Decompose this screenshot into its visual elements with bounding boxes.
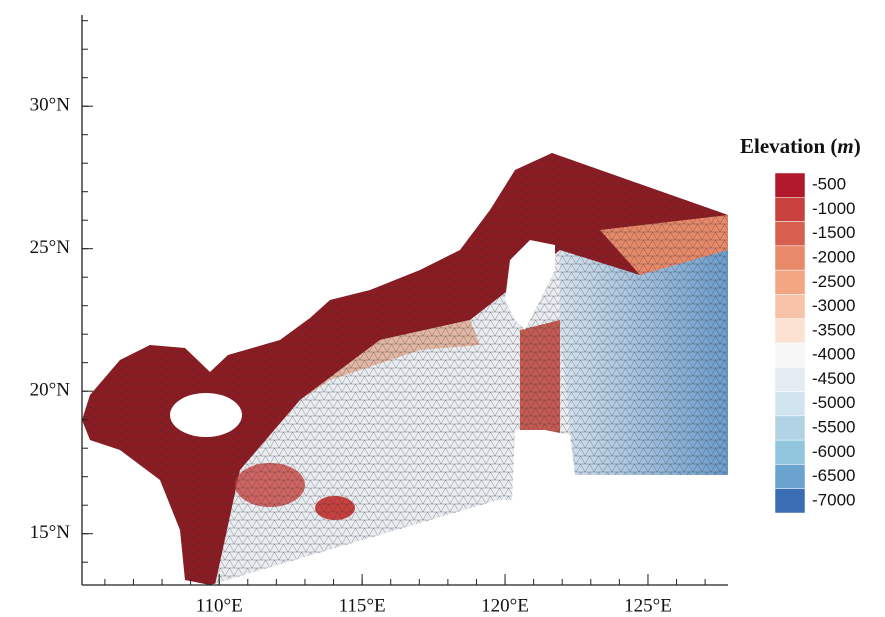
legend-label: -3500 <box>812 320 855 339</box>
legend-label: -1500 <box>812 223 855 242</box>
x-tick-label: 110°E <box>196 595 243 616</box>
legend-label: -2000 <box>812 247 855 266</box>
legend-swatch <box>775 173 805 197</box>
legend-swatch <box>775 197 805 221</box>
x-tick-label: 120°E <box>481 595 529 616</box>
legend-swatch <box>775 392 805 416</box>
legend-label: -4500 <box>812 369 855 388</box>
legend-label: -2500 <box>812 272 855 291</box>
legend-label: -3000 <box>812 296 855 315</box>
legend-swatch <box>775 367 805 391</box>
legend-swatch <box>775 246 805 270</box>
legend-label: -7000 <box>812 490 855 509</box>
legend-swatch <box>775 464 805 488</box>
legend-label: -5500 <box>812 417 855 436</box>
legend-swatch <box>775 319 805 343</box>
legend-label: -1000 <box>812 199 855 218</box>
legend-title: Elevation (m) <box>740 134 861 158</box>
x-tick-label: 115°E <box>339 595 386 616</box>
map: Elevation (m) 110°E 115°E 120°E 125°E 15°N 20… <box>0 0 885 617</box>
legend-swatch <box>775 222 805 246</box>
legend-swatch <box>775 489 805 513</box>
legend-swatch <box>775 440 805 464</box>
legend-label: -6000 <box>812 442 855 461</box>
y-tick-label: 15°N <box>30 522 71 543</box>
legend-title-text: ) <box>854 134 861 158</box>
y-tick-label: 30°N <box>30 95 71 116</box>
legend-title-text: Elevation ( <box>740 134 837 158</box>
y-tick-label: 25°N <box>30 237 71 258</box>
legend-label: -500 <box>812 175 846 194</box>
mesh-domain <box>80 130 730 590</box>
legend-label: -4000 <box>812 345 855 364</box>
x-tick-label: 125°E <box>624 595 672 616</box>
legend-swatch <box>775 270 805 294</box>
legend-label: -6500 <box>812 466 855 485</box>
legend-title-unit: m <box>837 134 853 158</box>
y-tick-label: 20°N <box>30 380 71 401</box>
legend-swatch <box>775 416 805 440</box>
legend-swatch <box>775 343 805 367</box>
legend-swatch <box>775 294 805 318</box>
legend-label: -5000 <box>812 393 855 412</box>
